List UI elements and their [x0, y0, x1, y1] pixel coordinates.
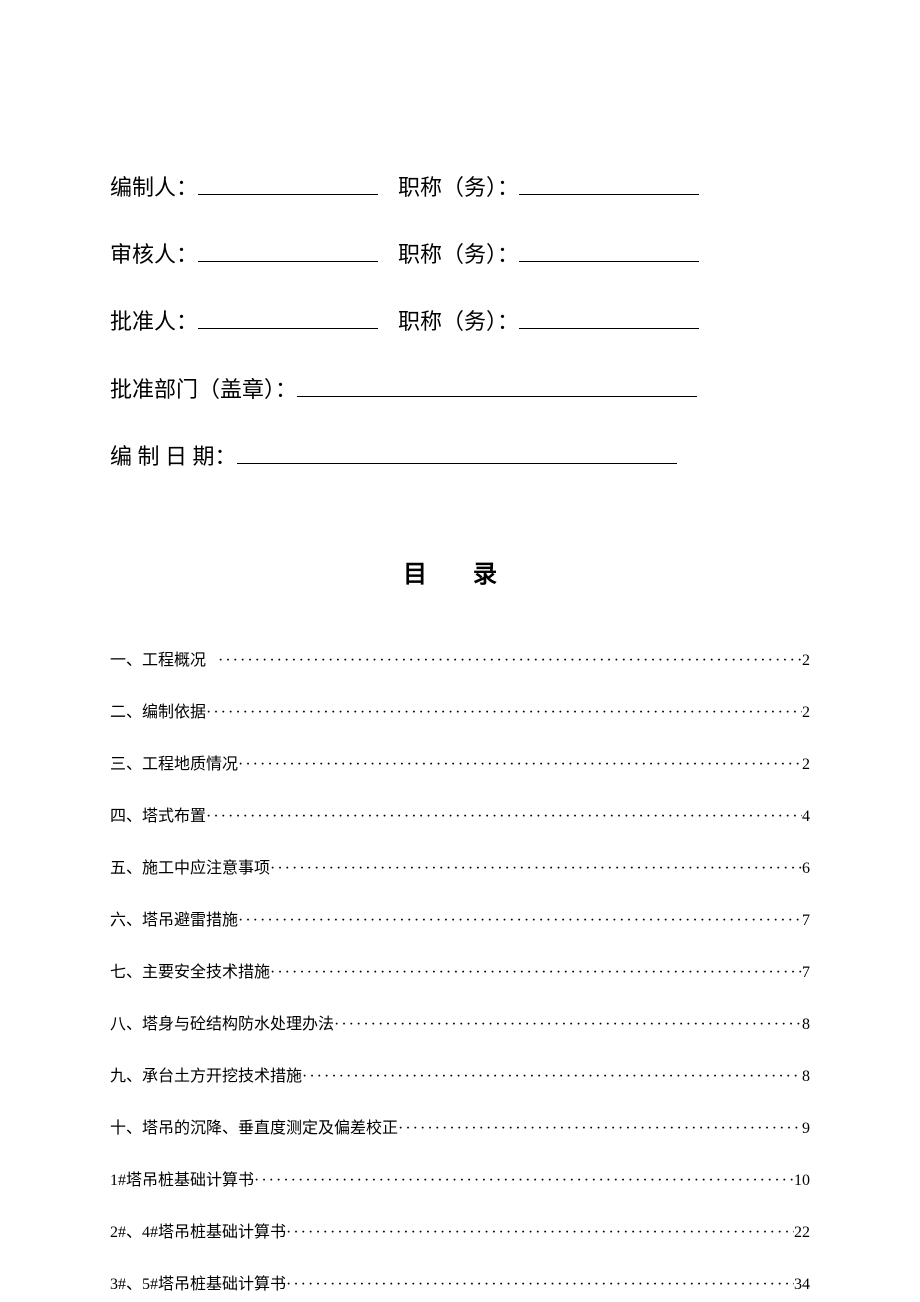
toc-entry-page: 4	[802, 805, 810, 829]
toc-dots	[206, 805, 802, 829]
approver-label: 批准人：	[110, 304, 198, 339]
toc-entry: 六、塔吊避雷措施 7	[110, 909, 810, 933]
toc-dots	[218, 649, 802, 673]
toc-entry-page: 2	[802, 701, 810, 725]
toc-entry-page: 10	[794, 1169, 810, 1193]
toc-entry: 1#塔吊桩基础计算书 10	[110, 1169, 810, 1193]
toc-entry-page: 34	[794, 1273, 810, 1297]
toc-entry-page: 7	[802, 961, 810, 985]
toc-dots	[206, 701, 802, 725]
signature-form-section: 编制人： 职称（务）： 审核人： 职称（务）： 批准人： 职称（务）： 批准部门…	[110, 170, 810, 474]
toc-dots	[270, 961, 802, 985]
toc-dots	[254, 1169, 794, 1193]
toc-entry-label: 六、塔吊避雷措施	[110, 909, 238, 933]
compiler-row: 编制人： 职称（务）：	[110, 170, 810, 205]
toc-dots	[398, 1117, 802, 1141]
toc-dots	[334, 1013, 802, 1037]
toc-entry-page: 22	[794, 1221, 810, 1245]
approver-row: 批准人： 职称（务）：	[110, 304, 810, 339]
toc-entry-label: 四、塔式布置	[110, 805, 206, 829]
toc-section: 一、工程概况 2 二、编制依据 2 三、工程地质情况 2 四、塔式布置 4 五、施工中应注意事项…	[110, 649, 810, 1297]
title-underline-1	[519, 173, 699, 195]
toc-dots	[302, 1065, 802, 1089]
reviewer-label: 审核人：	[110, 237, 198, 272]
toc-dots	[286, 1273, 794, 1297]
date-row: 编 制 日 期：	[110, 439, 810, 474]
toc-dots	[238, 753, 802, 777]
toc-entry-label: 三、工程地质情况	[110, 753, 238, 777]
toc-entry: 一、工程概况 2	[110, 649, 810, 673]
toc-entry: 四、塔式布置 4	[110, 805, 810, 829]
title-underline-3	[519, 307, 699, 329]
toc-entry-label: 十、塔吊的沉降、垂直度测定及偏差校正	[110, 1117, 398, 1141]
compiler-label: 编制人：	[110, 170, 198, 205]
toc-title: 目 录	[110, 554, 810, 589]
title-label-1: 职称（务）：	[398, 170, 519, 205]
title-label-2: 职称（务）：	[398, 237, 519, 272]
toc-entry-label: 七、主要安全技术措施	[110, 961, 270, 985]
toc-entry-label: 一、工程概况	[110, 649, 206, 673]
toc-entry-label: 3#、5#塔吊桩基础计算书	[110, 1273, 286, 1297]
date-underline	[237, 442, 677, 464]
title-label-3: 职称（务）：	[398, 304, 519, 339]
toc-dots	[286, 1221, 794, 1245]
toc-entry: 五、施工中应注意事项 6	[110, 857, 810, 881]
toc-entry-page: 2	[802, 649, 810, 673]
toc-entry: 七、主要安全技术措施 7	[110, 961, 810, 985]
toc-entry: 3#、5#塔吊桩基础计算书 34	[110, 1273, 810, 1297]
department-label: 批准部门（盖章）：	[110, 372, 297, 407]
toc-entry: 十、塔吊的沉降、垂直度测定及偏差校正 9	[110, 1117, 810, 1141]
date-label: 编 制 日 期：	[110, 439, 237, 474]
toc-dots	[270, 857, 802, 881]
toc-entry: 二、编制依据 2	[110, 701, 810, 725]
reviewer-row: 审核人： 职称（务）：	[110, 237, 810, 272]
approver-underline	[198, 307, 378, 329]
toc-entry-label: 八、塔身与砼结构防水处理办法	[110, 1013, 334, 1037]
toc-entry-page: 9	[802, 1117, 810, 1141]
toc-entry-page: 2	[802, 753, 810, 777]
department-row: 批准部门（盖章）：	[110, 372, 810, 407]
toc-entry: 九、承台土方开挖技术措施 8	[110, 1065, 810, 1089]
toc-entry-label: 五、施工中应注意事项	[110, 857, 270, 881]
toc-entry-label: 1#塔吊桩基础计算书	[110, 1169, 254, 1193]
toc-entry-label: 九、承台土方开挖技术措施	[110, 1065, 302, 1089]
toc-entry: 八、塔身与砼结构防水处理办法 8	[110, 1013, 810, 1037]
compiler-underline	[198, 173, 378, 195]
toc-entry: 三、工程地质情况 2	[110, 753, 810, 777]
toc-entry-page: 6	[802, 857, 810, 881]
toc-entry-label: 二、编制依据	[110, 701, 206, 725]
toc-entry-page: 8	[802, 1065, 810, 1089]
toc-entry: 2#、4#塔吊桩基础计算书 22	[110, 1221, 810, 1245]
toc-entry-page: 7	[802, 909, 810, 933]
toc-dots	[238, 909, 802, 933]
reviewer-underline	[198, 240, 378, 262]
toc-entry-label: 2#、4#塔吊桩基础计算书	[110, 1221, 286, 1245]
department-underline	[297, 375, 697, 397]
title-underline-2	[519, 240, 699, 262]
toc-entry-page: 8	[802, 1013, 810, 1037]
